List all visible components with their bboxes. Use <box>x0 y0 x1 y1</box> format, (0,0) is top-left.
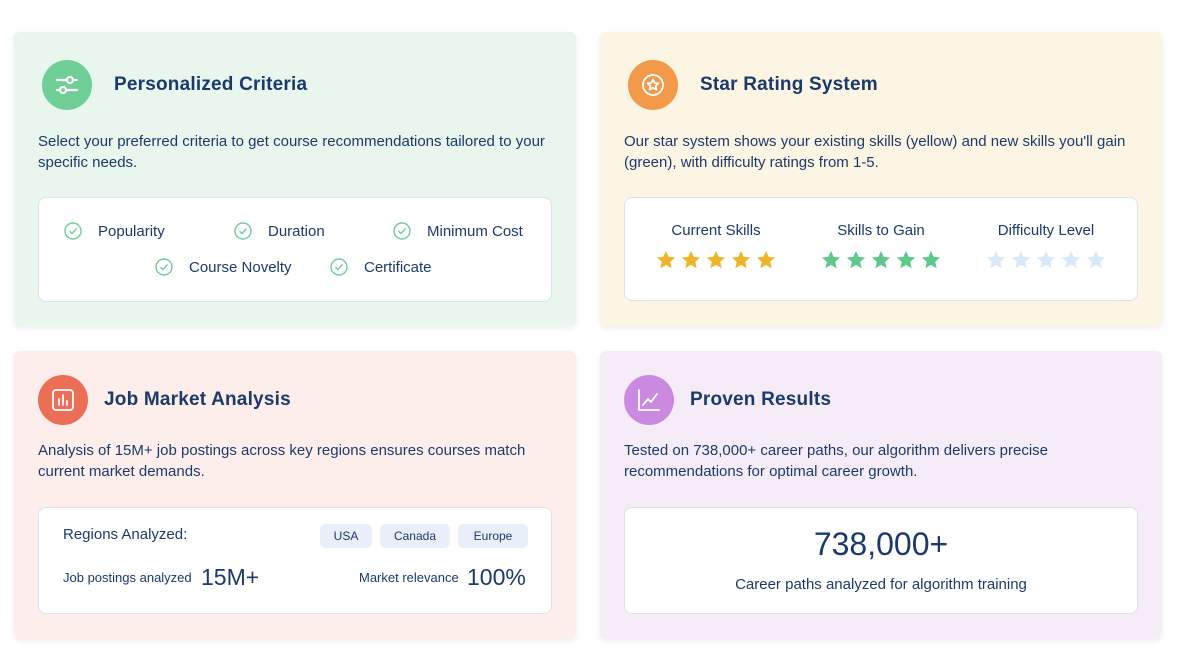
proven-results-card: Proven Results Tested on 738,000+ career… <box>600 351 1162 639</box>
check-circle-icon <box>393 222 411 240</box>
criteria-option-duration[interactable]: Duration <box>234 222 325 240</box>
star-row <box>641 249 791 271</box>
check-circle-icon <box>64 222 82 240</box>
check-circle-icon <box>155 258 173 276</box>
criteria-label: Certificate <box>364 258 432 276</box>
star-row <box>806 249 956 271</box>
postings-label: Job postings analyzed <box>63 570 192 585</box>
star-group-label: Current Skills <box>671 222 761 239</box>
card-title: Job Market Analysis <box>104 389 291 410</box>
star-icon <box>1036 250 1056 269</box>
market-stats-panel: Regions Analyzed: USA Canada Europe Job … <box>38 507 552 614</box>
card-description: Our star system shows your existing skil… <box>624 133 1126 171</box>
star-icon <box>986 250 1006 269</box>
criteria-option-course-novelty[interactable]: Course Novelty <box>155 258 292 276</box>
star-group-label: Skills to Gain <box>837 222 925 239</box>
star-icon <box>656 250 676 269</box>
criteria-option-minimum-cost[interactable]: Minimum Cost <box>393 222 523 240</box>
criteria-option-certificate[interactable]: Certificate <box>330 258 432 276</box>
star-group-current-skills: Current Skills <box>641 222 791 271</box>
region-pill-usa: USA <box>320 524 372 548</box>
star-icon <box>731 250 751 269</box>
star-icon <box>871 250 891 269</box>
card-description: Select your preferred criteria to get co… <box>38 133 545 171</box>
card-title: Personalized Criteria <box>114 74 308 95</box>
star-icon <box>896 250 916 269</box>
check-circle-icon <box>234 222 252 240</box>
star-badge-icon <box>628 60 678 110</box>
job-market-card: Job Market Analysis Analysis of 15M+ job… <box>14 351 576 639</box>
star-icon <box>846 250 866 269</box>
results-stat-panel: 738,000+ Career paths analyzed for algor… <box>624 507 1138 614</box>
star-row <box>971 249 1121 271</box>
star-rating-card: Star Rating System Our star system shows… <box>600 32 1162 326</box>
star-group-difficulty-level: Difficulty Level <box>971 222 1121 271</box>
star-icon <box>1061 250 1081 269</box>
postings-value: 15M+ <box>201 564 260 590</box>
card-title: Proven Results <box>690 389 832 410</box>
line-chart-icon <box>624 375 674 425</box>
region-pill-europe: Europe <box>458 524 528 548</box>
bar-chart-icon <box>38 375 88 425</box>
star-icon <box>706 250 726 269</box>
check-circle-icon <box>330 258 348 276</box>
card-title: Star Rating System <box>700 74 878 95</box>
star-ratings-panel: Current Skills Skills to Gain Difficulty… <box>624 197 1138 301</box>
criteria-label: Popularity <box>98 222 165 240</box>
career-paths-number: 738,000+ <box>813 526 949 562</box>
star-icon <box>756 250 776 269</box>
region-pill-canada: Canada <box>380 524 450 548</box>
card-description: Analysis of 15M+ job postings across key… <box>38 442 526 480</box>
star-icon <box>821 250 841 269</box>
star-icon <box>1011 250 1031 269</box>
star-group-skills-to-gain: Skills to Gain <box>806 222 956 271</box>
personalized-criteria-card: Personalized Criteria Select your prefer… <box>14 32 576 326</box>
criteria-label: Minimum Cost <box>427 222 523 240</box>
star-icon <box>921 250 941 269</box>
star-group-label: Difficulty Level <box>997 222 1095 239</box>
criteria-option-popularity[interactable]: Popularity <box>64 222 165 240</box>
star-icon <box>681 250 701 269</box>
criteria-list: Popularity Duration Minimum Cost Course … <box>38 197 552 302</box>
star-icon <box>1086 250 1106 269</box>
criteria-label: Course Novelty <box>189 258 292 276</box>
relevance-value: 100% <box>467 564 526 590</box>
card-description: Tested on 738,000+ career paths, our alg… <box>624 442 1048 480</box>
sliders-icon <box>42 60 92 110</box>
criteria-label: Duration <box>268 222 325 240</box>
career-paths-caption: Career paths analyzed for algorithm trai… <box>735 576 1027 593</box>
regions-label: Regions Analyzed: <box>63 526 188 543</box>
relevance-label: Market relevance <box>359 570 459 585</box>
